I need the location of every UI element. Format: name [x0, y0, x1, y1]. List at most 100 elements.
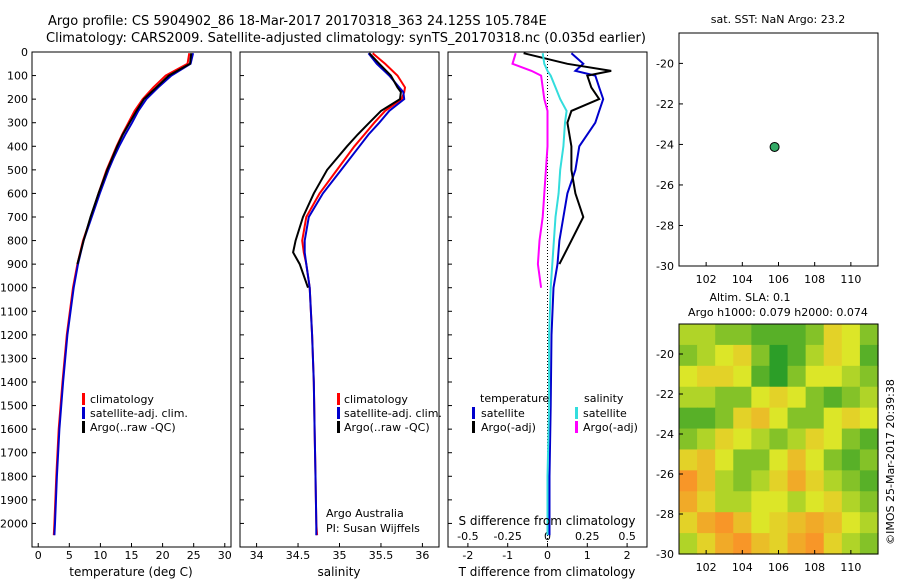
- altimetry-y-tick-label: -30: [656, 548, 674, 561]
- x-tick-label: 36: [415, 549, 429, 562]
- legend-swatch-climatology: [337, 393, 340, 405]
- depth-tick-label: 500: [7, 164, 28, 177]
- legend-label-climatology: climatology: [90, 393, 154, 406]
- depth-tick-label: 900: [7, 258, 28, 271]
- depth-tick-label: 700: [7, 211, 28, 224]
- title-line-2: Climatology: CARS2009. Satellite-adjuste…: [46, 31, 646, 46]
- legend-swatch-satellite: [337, 407, 340, 419]
- altimetry-x-tick-label: 108: [804, 561, 825, 574]
- altimetry-y-tick-label: -26: [656, 468, 674, 481]
- heatmap-cell: [733, 324, 752, 346]
- legend-swatch-s-satellite: [575, 407, 578, 419]
- heatmap-cell: [769, 491, 789, 513]
- heatmap-cell: [769, 533, 789, 555]
- temperature-axes: [31, 51, 232, 548]
- heatmap-cell: [805, 344, 825, 367]
- depth-tick-label: 1600: [0, 423, 28, 436]
- heatmap-cell: [859, 365, 879, 388]
- heatmap-cell: [679, 344, 698, 367]
- heatmap-cell: [679, 407, 698, 430]
- temperature-satellite-line: [53, 52, 195, 536]
- depth-tick-label: 200: [7, 93, 28, 106]
- depth-tick-label: 1900: [0, 494, 28, 507]
- depth-tick-label: 1400: [0, 376, 28, 389]
- heatmap-cell: [751, 512, 771, 534]
- x-tick-label: 0: [35, 549, 42, 562]
- heatmap-cell: [697, 386, 716, 409]
- heatmap-cell: [679, 533, 698, 555]
- annotation-institution: Argo Australia: [326, 507, 404, 520]
- heatmap-cell: [841, 344, 861, 367]
- heatmap-cell: [697, 365, 716, 388]
- x-tick-label-salinity: 0: [544, 530, 551, 543]
- heatmap-cell: [841, 407, 861, 430]
- altimetry-x-tick-label: 104: [732, 561, 753, 574]
- heatmap-cell: [715, 324, 734, 346]
- annotation-pi: PI: Susan Wijffels: [326, 522, 420, 535]
- heatmap-cell: [841, 533, 861, 555]
- heatmap-cell: [679, 470, 698, 492]
- location-y-tick-label: -22: [656, 98, 674, 111]
- altimetry-x-tick-label: 102: [696, 561, 717, 574]
- temperature-legend: climatology satellite-adj. clim. Argo(..…: [82, 393, 188, 434]
- heatmap-cell: [805, 324, 825, 346]
- heatmap-cell: [733, 407, 752, 430]
- depth-tick-label: 0: [21, 46, 28, 59]
- heatmap-cell: [769, 512, 789, 534]
- location-title: sat. SST: NaN Argo: 23.2: [711, 13, 845, 26]
- location-x-tick-label: 104: [732, 273, 753, 286]
- heatmap-cell: [751, 365, 771, 388]
- difference-xlabel-salinity: S difference from climatology: [459, 514, 636, 528]
- x-tick-label: 34: [250, 549, 264, 562]
- difference-s-argo-line: [511, 52, 549, 288]
- heatmap-cell: [823, 533, 843, 555]
- heatmap-cell: [697, 533, 716, 555]
- heatmap-cell: [823, 491, 843, 513]
- x-tick-label: 20: [156, 549, 170, 562]
- heatmap-cell: [751, 386, 771, 409]
- heatmap-cell: [841, 365, 861, 388]
- location-y-tick-label: -24: [656, 138, 674, 151]
- altimetry-y-tick-label: -24: [656, 428, 674, 441]
- heatmap-cell: [769, 344, 789, 367]
- heatmap-cell: [733, 449, 752, 471]
- heatmap-cell: [787, 533, 807, 555]
- depth-tick-label: 1500: [0, 400, 28, 413]
- heatmap-cell: [823, 512, 843, 534]
- legend-swatch-argo: [82, 421, 85, 433]
- heatmap-cell: [679, 449, 698, 471]
- difference-t-satellite-line: [548, 52, 605, 536]
- heatmap-cell: [859, 491, 879, 513]
- heatmap-cell: [805, 533, 825, 555]
- depth-tick-label: 100: [7, 70, 28, 83]
- legend-swatch-argo: [337, 421, 340, 433]
- x-tick-label: -2: [462, 549, 473, 562]
- heatmap-cell: [715, 491, 734, 513]
- heatmap-cell: [787, 428, 807, 451]
- heatmap-cell: [823, 324, 843, 346]
- altimetry-title-1: Altim. SLA: 0.1: [709, 291, 790, 304]
- difference-legend: temperature salinity satellite Argo(-adj…: [472, 392, 638, 434]
- heatmap-cell: [787, 344, 807, 367]
- difference-xlabel: T difference from climatology: [458, 565, 636, 579]
- heatmap-cell: [859, 324, 879, 346]
- depth-tick-label: 1300: [0, 352, 28, 365]
- heatmap-cell: [805, 407, 825, 430]
- heatmap-cell: [823, 428, 843, 451]
- salinity-axes: [239, 51, 440, 548]
- heatmap-cell: [859, 512, 879, 534]
- location-x-tick-label: 102: [696, 273, 717, 286]
- heatmap-cell: [697, 344, 716, 367]
- heatmap-cell: [715, 449, 734, 471]
- heatmap-cell: [841, 491, 861, 513]
- heatmap-cell: [841, 324, 861, 346]
- heatmap-cell: [859, 344, 879, 367]
- location-x-tick-label: 106: [768, 273, 789, 286]
- heatmap-cell: [787, 407, 807, 430]
- legend-header-temperature: temperature: [480, 392, 549, 405]
- x-tick-label: 10: [93, 549, 107, 562]
- x-tick-label: 35.5: [369, 549, 394, 562]
- depth-tick-label: 400: [7, 140, 28, 153]
- heatmap-cell: [823, 344, 843, 367]
- legend-label-climatology: climatology: [344, 393, 408, 406]
